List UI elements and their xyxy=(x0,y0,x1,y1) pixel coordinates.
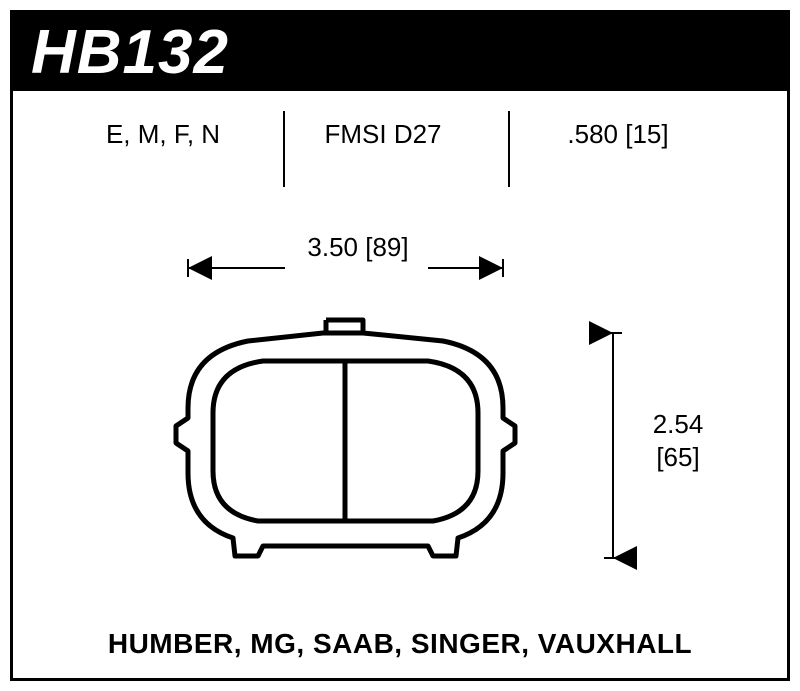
brake-pad-outline xyxy=(176,320,515,556)
vehicle-list: HUMBER, MG, SAAB, SINGER, VAUXHALL xyxy=(13,628,787,660)
diagram-frame: HB132 E, M, F, N FMSI D27 .580 [15] 3.50… xyxy=(10,10,790,681)
diagram-svg xyxy=(13,13,793,684)
